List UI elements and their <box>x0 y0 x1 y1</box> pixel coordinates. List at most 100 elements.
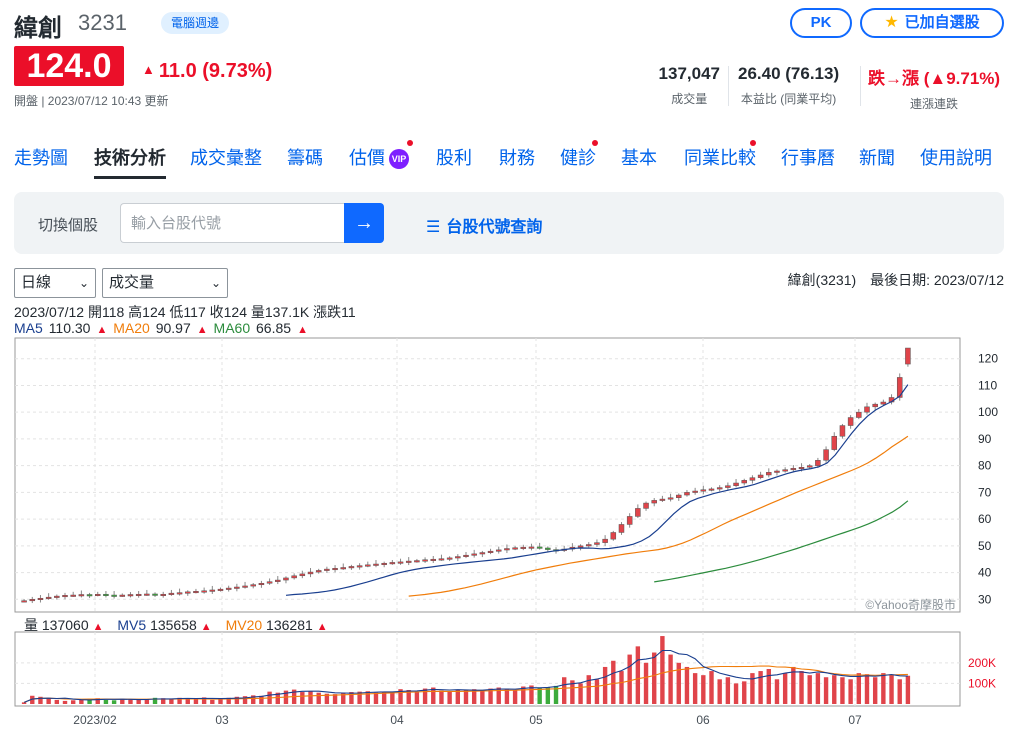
candle-body <box>54 595 60 598</box>
volume-bar <box>414 691 420 704</box>
price-change-value: 11.0 (9.73%) <box>158 60 273 82</box>
volume-bar <box>234 696 240 704</box>
code-lookup-label: 台股代號查詢 <box>446 219 543 236</box>
up-triangle-icon: ▲ <box>96 324 108 336</box>
volume-bar <box>144 699 150 704</box>
candle-body <box>373 563 379 566</box>
tab-basic[interactable]: 基本 <box>621 148 657 168</box>
pk-button[interactable]: PK <box>790 8 852 38</box>
candle-body <box>119 594 126 597</box>
tab-news[interactable]: 新聞 <box>859 148 895 168</box>
tab-trades[interactable]: 成交彙整 <box>190 148 262 168</box>
volume-bar <box>815 673 821 704</box>
tab-peers[interactable]: 同業比較 <box>684 140 756 170</box>
volume-bar <box>398 689 403 704</box>
tab-trend[interactable]: 走勢圖 <box>14 148 68 168</box>
volume-bar <box>512 690 518 704</box>
code-lookup-link[interactable]: ☰ 台股代號查詢 <box>426 213 542 237</box>
volume-bar <box>521 686 526 704</box>
notification-dot <box>592 140 598 146</box>
x-tick-label: 05 <box>529 713 543 727</box>
candle-body <box>757 474 764 478</box>
tab-technical[interactable]: 技術分析 <box>94 144 166 179</box>
volume-bar <box>152 697 158 704</box>
volume-bar <box>562 677 567 704</box>
vol-tick-label: 100K <box>968 676 996 690</box>
volume-bar <box>709 671 714 704</box>
candle-body <box>471 553 477 556</box>
tab-help[interactable]: 使用說明 <box>920 148 992 168</box>
ma60-label: MA60 <box>213 320 251 336</box>
volume-bar <box>660 636 665 704</box>
volume-bar <box>46 697 51 704</box>
mv5-label: MV5 <box>117 617 147 633</box>
candle-body <box>389 562 396 565</box>
stat-volume: 137,047 成交量 <box>659 64 720 107</box>
industry-badge[interactable]: 電腦週邊 <box>161 12 230 34</box>
candle-body <box>847 417 854 426</box>
period-select[interactable]: 日線 ⌄ <box>14 268 96 298</box>
volume-bar <box>30 695 35 704</box>
volume-bar <box>471 689 477 704</box>
volume-bar <box>431 687 436 704</box>
volume-bar <box>872 677 878 704</box>
volume-bar <box>578 683 583 704</box>
volume-bar <box>62 700 68 704</box>
mv5-value: 135658 <box>150 617 197 633</box>
candle-body <box>749 477 756 481</box>
mv20-label: MV20 <box>225 617 263 633</box>
volume-bar <box>586 675 591 704</box>
stock-code-input[interactable] <box>120 203 344 243</box>
volume-bar <box>161 698 166 704</box>
candle-body <box>864 406 870 413</box>
indicator-select[interactable]: 成交量 ⌄ <box>102 268 228 298</box>
stat-label: 本益比 (同業平均) <box>740 92 837 106</box>
volume-bar <box>54 699 60 704</box>
volume-bar <box>381 692 387 704</box>
watchlist-button[interactable]: ★ 已加自選股 <box>860 8 1004 38</box>
candle-body <box>127 594 134 597</box>
candle-body <box>651 500 657 504</box>
price-panel-frame <box>14 337 961 613</box>
candle-body <box>258 583 265 586</box>
volume-bar <box>807 675 812 704</box>
volume-bar <box>210 699 215 704</box>
tab-health[interactable]: 健診 <box>560 140 598 170</box>
candle-body <box>315 570 322 573</box>
volume-bar <box>79 699 84 704</box>
candle-body <box>234 586 240 589</box>
volume-bar <box>463 689 469 704</box>
candle-body <box>21 600 27 603</box>
candle-body <box>438 558 445 561</box>
ma5-line <box>285 384 909 596</box>
tab-chips[interactable]: 籌碼 <box>287 148 323 168</box>
candle-body <box>250 584 256 587</box>
tab-valuation[interactable]: 估價 VIP <box>349 140 413 171</box>
candle-body <box>667 497 674 500</box>
ma60-line <box>654 500 909 583</box>
volume-bar <box>496 687 501 704</box>
stat-pe-ratio: 26.40 (76.13) 本益比 (同業平均) <box>738 64 839 107</box>
tab-calendar[interactable]: 行事曆 <box>781 148 835 168</box>
market-status: 開盤 | 2023/07/12 10:43 更新 <box>14 94 169 108</box>
candle-body <box>463 554 469 557</box>
volume-bar <box>537 687 542 704</box>
volume-bar <box>226 697 231 704</box>
search-go-button[interactable]: → <box>344 203 384 243</box>
volume-bar <box>87 698 92 704</box>
candle-body <box>774 470 780 473</box>
tab-dividend[interactable]: 股利 <box>436 148 472 168</box>
tab-financials[interactable]: 財務 <box>499 148 535 168</box>
vol-label: 量 <box>24 617 38 633</box>
y-tick-label: 120 <box>978 352 998 366</box>
volume-bar <box>324 693 330 704</box>
search-label: 切換個股 <box>38 217 99 234</box>
volume-bar <box>365 691 370 704</box>
volume-bar <box>889 675 894 704</box>
candle-body <box>487 550 494 553</box>
up-triangle-icon: ▲ <box>297 324 308 336</box>
candle-body <box>37 597 44 600</box>
volume-bar <box>594 679 600 704</box>
volume-bar <box>95 698 100 704</box>
